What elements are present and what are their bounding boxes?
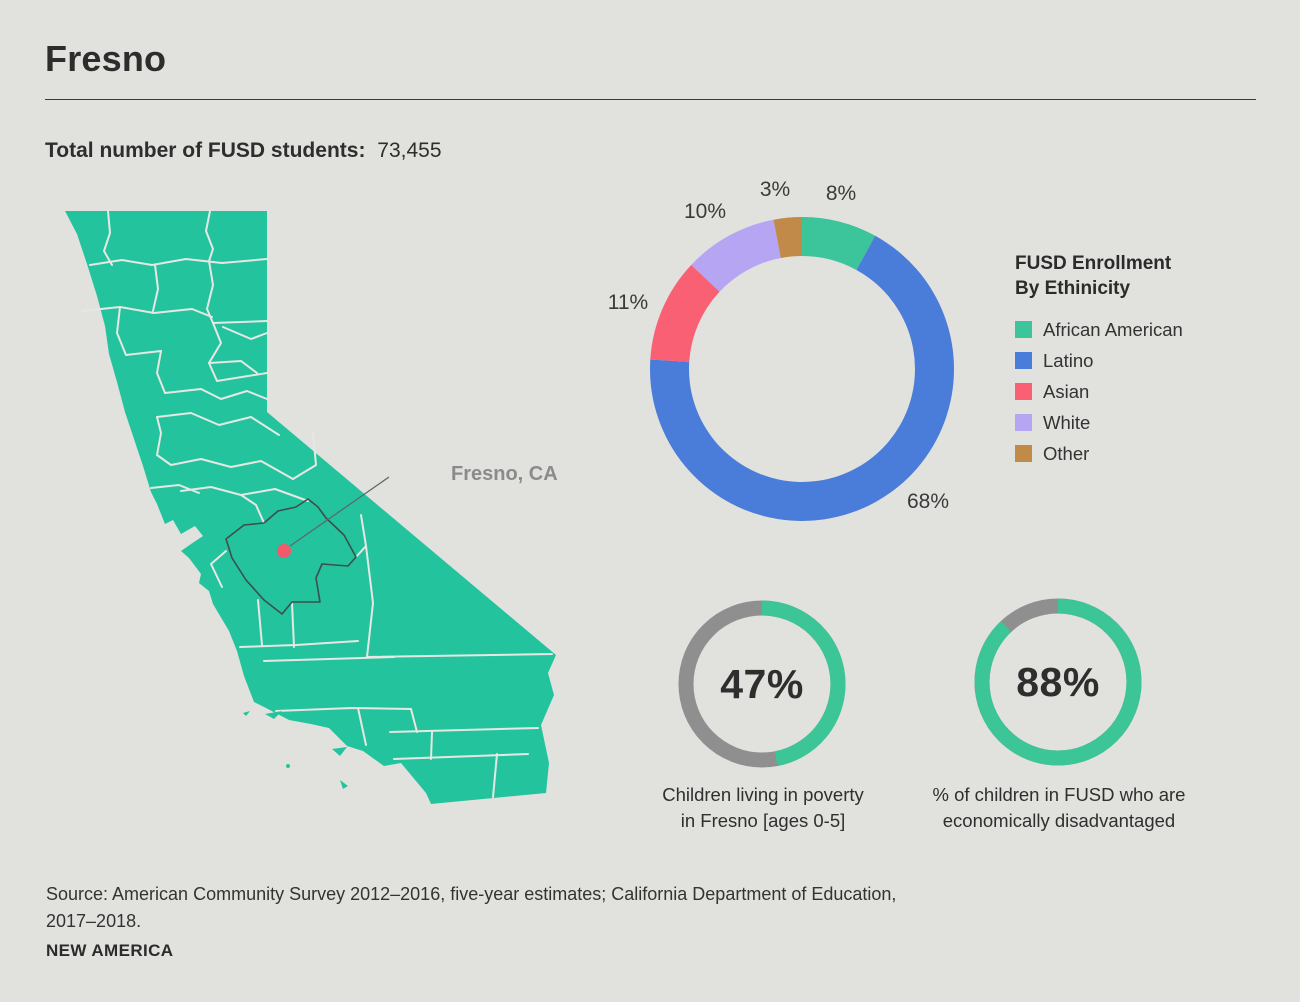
poverty-gauge-caption: Children living in poverty in Fresno [ag…	[662, 782, 864, 834]
legend-label-other: Other	[1043, 442, 1090, 464]
poverty-caption-line1: Children living in poverty	[662, 784, 864, 805]
disadvantaged-gauge-arc	[974, 598, 1142, 766]
legend-title-line1: FUSD Enrollment	[1015, 253, 1172, 274]
disadvantaged-caption-line2: economically disadvantaged	[942, 810, 1176, 831]
donut-label-asian: 11%	[607, 291, 649, 314]
total-students-value: 73,455	[377, 139, 442, 162]
poverty-caption-line2: in Fresno [ages 0-5]	[680, 810, 846, 831]
title-divider	[45, 99, 1256, 100]
swatch-latino	[1015, 352, 1032, 369]
legend-label-white: White	[1043, 411, 1091, 433]
poverty-gauge-arc	[678, 600, 846, 768]
legend-item-african-american: African American	[1015, 314, 1265, 345]
disadvantaged-caption-line1: % of children in FUSD who are	[932, 784, 1186, 805]
enrollment-donut-chart	[650, 217, 954, 521]
legend-label-african-american: African American	[1043, 318, 1183, 340]
california-map	[65, 210, 556, 804]
legend-item-asian: Asian	[1015, 376, 1265, 407]
legend-title-line2: By Ethinicity	[1015, 278, 1131, 299]
legend-item-white: White	[1015, 407, 1265, 438]
donut-label-white: 10%	[683, 200, 727, 223]
california-state-shape	[65, 211, 556, 804]
swatch-african-american	[1015, 321, 1032, 338]
donut-slice-african-american	[802, 217, 876, 270]
donut-label-other: 3%	[759, 178, 791, 201]
page-title: Fresno	[45, 38, 167, 79]
donut-slice-white	[691, 219, 781, 292]
legend-label-latino: Latino	[1043, 349, 1094, 371]
source-note: Source: American Community Survey 2012–2…	[46, 881, 896, 935]
map-callout-label: Fresno, CA	[451, 463, 558, 485]
donut-slice-other	[773, 217, 802, 259]
donut-slice-asian	[650, 264, 720, 362]
legend-item-latino: Latino	[1015, 345, 1265, 376]
total-students-label: Total number of FUSD students:	[45, 139, 366, 162]
disadvantaged-gauge	[974, 598, 1142, 766]
county-borders	[81, 210, 553, 798]
swatch-other	[1015, 445, 1032, 462]
new-america-logo: NEW AMERICA	[46, 941, 174, 960]
donut-label-african-american: 8%	[825, 182, 857, 205]
legend-items: African American Latino Asian White Othe…	[1015, 314, 1265, 469]
source-line2: 2017–2018.	[46, 911, 142, 931]
total-students-stat: Total number of FUSD students: 73,455	[45, 139, 442, 163]
fresno-dot	[277, 544, 291, 558]
source-line1: Source: American Community Survey 2012–2…	[46, 884, 897, 904]
fresno-county-outline	[225, 498, 357, 615]
disadvantaged-gauge-caption: % of children in FUSD who are economical…	[933, 782, 1186, 834]
channel-islands	[243, 711, 348, 789]
legend-item-other: Other	[1015, 438, 1265, 469]
swatch-asian	[1015, 383, 1032, 400]
legend-title: FUSD Enrollment By Ethinicity	[1015, 251, 1265, 301]
legend-label-asian: Asian	[1043, 380, 1090, 402]
poverty-gauge-value: 47%	[720, 660, 804, 707]
callout-line	[289, 476, 390, 547]
disadvantaged-gauge-value: 88%	[1016, 658, 1100, 705]
enrollment-legend: FUSD Enrollment By Ethinicity African Am…	[1015, 251, 1265, 469]
donut-label-latino: 68%	[906, 490, 950, 513]
swatch-white	[1015, 414, 1032, 431]
poverty-gauge	[678, 600, 846, 768]
